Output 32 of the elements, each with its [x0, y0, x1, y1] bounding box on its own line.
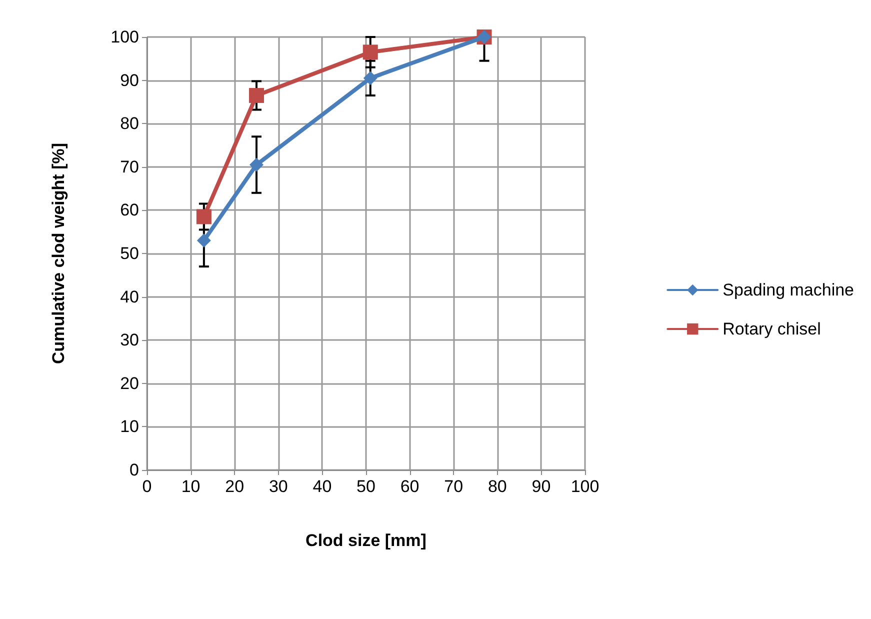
point — [196, 234, 211, 248]
point — [363, 71, 378, 86]
x-tick-label: 30 — [268, 477, 288, 496]
y-tick-label: 40 — [120, 287, 139, 306]
x-tick-label: 40 — [312, 477, 332, 496]
point — [196, 209, 212, 224]
x-tick-label: 10 — [181, 477, 200, 496]
y-tick-label: 30 — [120, 330, 139, 350]
y-tick-label: 80 — [120, 114, 139, 134]
point — [249, 88, 264, 103]
y-tick-label: 70 — [120, 157, 139, 176]
x-tick-label: 0 — [142, 477, 152, 496]
y-tick-label: 10 — [120, 417, 139, 436]
x-tick-label: 80 — [488, 477, 507, 496]
x-tick-label: 60 — [400, 477, 420, 496]
x-tick-label: 70 — [444, 477, 464, 496]
y-axis-title: Cumulative clod weight [%] — [49, 142, 68, 364]
y-tick-label: 90 — [120, 70, 139, 90]
y-tick-label: 20 — [120, 374, 139, 393]
y-tick-label: 50 — [120, 244, 139, 263]
x-tick-label: 20 — [225, 477, 244, 496]
point — [362, 44, 378, 60]
y-tick-label: 60 — [120, 200, 139, 220]
legend-label: Rotary chisel — [722, 320, 821, 338]
x-tick-label: 100 — [570, 477, 600, 496]
x-axis-title: Clod size [mm] — [306, 531, 426, 550]
y-tick-label: 0 — [130, 460, 139, 480]
point — [250, 158, 264, 172]
legend-label: Spading machine — [722, 280, 854, 300]
x-tick-label: 90 — [532, 477, 551, 496]
y-tick-label: 100 — [110, 28, 139, 46]
x-tick-label: 50 — [356, 477, 376, 496]
